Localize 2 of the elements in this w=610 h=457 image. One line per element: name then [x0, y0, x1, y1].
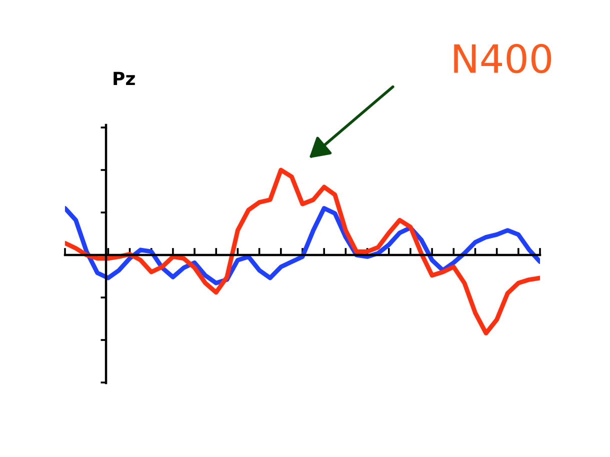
text: N400: [454, 44, 552, 74]
chart-title: Pz: [114, 72, 135, 85]
